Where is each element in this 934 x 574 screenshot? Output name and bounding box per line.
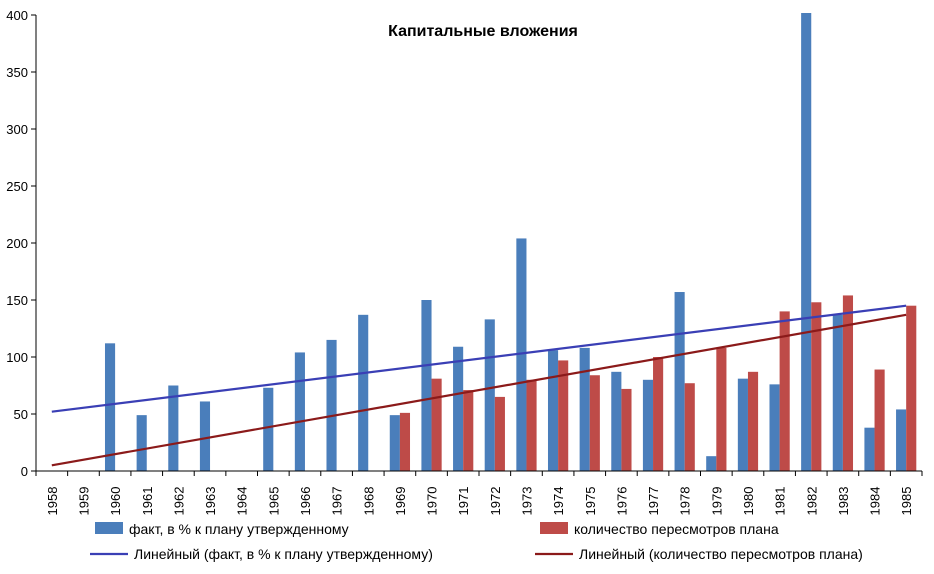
trend-line	[51, 313, 907, 467]
x-tick-label: 1967	[330, 487, 345, 516]
x-tick-label: 1962	[171, 487, 186, 516]
bar	[484, 319, 495, 471]
legend-label: количество пересмотров плана	[574, 521, 779, 537]
bar	[263, 387, 274, 471]
bar	[842, 295, 854, 471]
x-tick-label: 1981	[773, 487, 788, 516]
x-tick-label: 1966	[298, 487, 313, 516]
x-tick-label: 1977	[646, 487, 661, 516]
x-tick-label: 1969	[393, 487, 408, 516]
x-tick-label: 1979	[709, 487, 724, 516]
bar	[494, 396, 505, 471]
x-tick-label: 1973	[519, 487, 534, 516]
bar	[832, 314, 843, 471]
y-tick-label: 50	[14, 407, 28, 422]
bar	[526, 379, 537, 471]
legend-swatch	[540, 522, 568, 534]
x-tick-label: 1968	[361, 487, 376, 516]
bar	[653, 357, 664, 471]
x-tick-label: 1975	[583, 487, 598, 516]
legend-label: Линейный (факт, в % к плану утвержденном…	[134, 546, 433, 562]
bar	[199, 401, 211, 471]
x-tick-label: 1971	[456, 487, 471, 516]
bar	[611, 371, 622, 471]
bar	[389, 415, 400, 471]
bar	[463, 390, 474, 471]
x-tick-label: 1978	[678, 487, 693, 516]
x-tick-label: 1963	[203, 487, 218, 516]
bar	[906, 305, 917, 471]
y-tick-label: 100	[6, 350, 28, 365]
bar	[684, 383, 695, 471]
bar	[136, 415, 147, 471]
bar	[642, 379, 654, 471]
x-tick-label: 1964	[235, 487, 250, 516]
y-tick-label: 250	[6, 179, 28, 194]
trend-lines	[51, 304, 907, 467]
y-tick-label: 150	[6, 293, 28, 308]
x-tick-label: 1972	[488, 487, 503, 516]
bar	[399, 412, 411, 471]
bar	[358, 314, 369, 471]
bar	[896, 409, 907, 471]
x-tick-label: 1985	[899, 487, 914, 516]
y-tick-label: 350	[6, 65, 28, 80]
bar	[547, 350, 559, 471]
x-tick-label: 1984	[868, 487, 883, 516]
y-axis: 0 50 100 150 200 250 300 350 400	[6, 8, 37, 479]
bar	[706, 456, 717, 471]
bar	[747, 371, 759, 471]
legend-label: Линейный (количество пересмотров плана)	[579, 546, 863, 562]
x-tick-label: 1980	[741, 487, 756, 516]
bar	[516, 238, 527, 471]
bar	[716, 347, 727, 471]
legend: факт, в % к плану утвержденному количеств…	[90, 521, 863, 562]
bar	[326, 339, 337, 471]
bar	[621, 388, 632, 471]
bars	[104, 13, 917, 471]
bar	[779, 311, 790, 471]
bar	[104, 343, 116, 471]
bar	[294, 352, 305, 471]
bar	[769, 384, 780, 471]
y-tick-label: 200	[6, 236, 28, 251]
x-tick-label: 1974	[551, 487, 566, 516]
y-tick-label: 0	[21, 464, 28, 479]
x-tick-label: 1982	[804, 487, 819, 516]
bar	[589, 375, 600, 471]
bar	[168, 385, 179, 471]
x-tick-label: 1961	[140, 487, 155, 516]
x-tick-label: 1960	[108, 487, 123, 516]
bar	[421, 300, 432, 471]
x-axis: 1958 1959 1960 1961 1962 1963 1964 1965 1966 1967…	[35, 470, 923, 516]
x-tick-label: 1983	[836, 487, 851, 516]
x-tick-label: 1958	[45, 487, 60, 516]
trend-line	[51, 304, 907, 413]
bar	[737, 378, 748, 471]
y-tick-label: 400	[6, 8, 28, 23]
bar	[674, 292, 685, 471]
x-tick-label: 1976	[614, 487, 629, 516]
chart-title: Капитальные вложения	[388, 23, 578, 40]
x-tick-label: 1959	[76, 487, 91, 516]
bar	[874, 369, 885, 471]
bar	[453, 346, 464, 471]
legend-swatch	[95, 522, 123, 534]
bar	[558, 360, 569, 471]
bar	[431, 378, 442, 471]
bar	[811, 302, 822, 471]
bar	[864, 427, 875, 471]
legend-label: факт, в % к плану утвержденному	[129, 521, 349, 537]
x-tick-label: 1965	[266, 487, 281, 516]
bar	[579, 347, 590, 471]
bar	[801, 13, 812, 471]
x-tick-label: 1970	[425, 487, 440, 516]
y-tick-label: 300	[6, 122, 28, 137]
